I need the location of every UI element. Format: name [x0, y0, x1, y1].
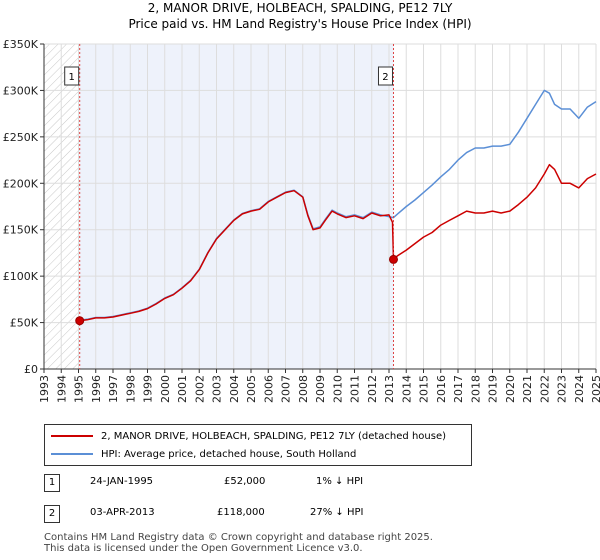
- y-tick-label: £250K: [3, 131, 39, 144]
- x-tick-label: 2018: [469, 375, 482, 403]
- sale-point: [388, 254, 398, 264]
- sale-marker-box: [377, 66, 393, 86]
- chart-title: 2, MANOR DRIVE, HOLBEACH, SPALDING, PE12…: [147, 1, 453, 15]
- x-tick-label: 1993: [38, 375, 51, 403]
- x-tick-label: 2014: [400, 375, 413, 403]
- legend-label-hpi: HPI: Average price, detached house, Sout…: [101, 448, 357, 460]
- x-tick-label: 2025: [590, 375, 600, 403]
- transaction-hpi-diff: 27% ↓ HPI: [310, 507, 364, 518]
- sale-marker-label: 1: [69, 72, 75, 83]
- footer-copyright: Contains HM Land Registry data © Crown c…: [44, 532, 433, 543]
- y-tick-label: £100K: [3, 270, 39, 283]
- x-tick-label: 2023: [556, 375, 569, 403]
- sale-marker-label: 2: [382, 72, 388, 83]
- y-tick-label: £200K: [3, 177, 39, 190]
- x-tick-label: 1995: [73, 375, 86, 403]
- legend: 2, MANOR DRIVE, HOLBEACH, SPALDING, PE12…: [44, 424, 472, 466]
- transaction-price: £52,000: [224, 476, 266, 487]
- transaction-date: 24-JAN-1995: [90, 476, 154, 487]
- x-tick-label: 2024: [573, 375, 586, 403]
- sale-marker-box: [64, 66, 80, 86]
- legend-label-property: 2, MANOR DRIVE, HOLBEACH, SPALDING, PE12…: [101, 430, 446, 442]
- x-tick-label: 2019: [487, 375, 500, 403]
- x-tick-label: 2012: [366, 375, 379, 403]
- legend-item-property: 2, MANOR DRIVE, HOLBEACH, SPALDING, PE12…: [51, 428, 446, 444]
- transaction-hpi-diff: 1% ↓ HPI: [316, 476, 364, 487]
- transaction-date: 03-APR-2013: [90, 507, 155, 518]
- x-tick-label: 2013: [383, 375, 396, 403]
- y-tick-label: £150K: [3, 224, 39, 237]
- x-tick-label: 2008: [297, 375, 310, 403]
- x-tick-label: 2002: [193, 375, 206, 403]
- x-tick-label: 2016: [435, 375, 448, 403]
- x-tick-label: 2010: [331, 375, 344, 403]
- x-tick-label: 1994: [55, 375, 68, 403]
- x-tick-label: 2009: [314, 375, 327, 403]
- x-tick-label: 2007: [280, 375, 293, 403]
- legend-swatch-hpi: [51, 453, 93, 455]
- transaction-marker-badge: 2: [44, 505, 60, 523]
- chart-subtitle: Price paid vs. HM Land Registry's House …: [128, 17, 472, 31]
- x-tick-label: 2021: [521, 375, 534, 403]
- x-tick-label: 2001: [176, 375, 189, 403]
- x-tick-label: 2017: [452, 375, 465, 403]
- x-tick-label: 1996: [90, 375, 103, 403]
- x-tick-label: 2004: [228, 375, 241, 403]
- x-tick-label: 2011: [349, 375, 362, 403]
- x-tick-label: 1998: [124, 375, 137, 403]
- hatched-region: [44, 44, 80, 369]
- legend-item-hpi: HPI: Average price, detached house, Sout…: [51, 446, 356, 462]
- transaction-price: £118,000: [217, 507, 265, 518]
- chart-canvas: £0 £50K £100K £150K £200K £250K £300K £350K 1993…: [3, 38, 600, 403]
- footer-licence: This data is licensed under the Open Gov…: [44, 543, 363, 554]
- x-tick-label: 2003: [211, 375, 224, 403]
- series-line-property: [79, 163, 597, 322]
- x-tick-label: 2005: [245, 375, 258, 403]
- sale-point: [75, 316, 85, 326]
- y-tick-label: £350K: [3, 38, 39, 51]
- x-tick-label: 2006: [262, 375, 275, 403]
- x-tick-label: 2020: [504, 375, 517, 403]
- x-tick-label: 2022: [538, 375, 551, 403]
- x-tick-label: 1997: [107, 375, 120, 403]
- legend-swatch-property: [51, 435, 93, 437]
- x-tick-label: 1999: [142, 375, 155, 403]
- y-tick-label: £50K: [10, 317, 39, 330]
- x-tick-label: 2000: [159, 375, 172, 403]
- y-tick-label: £0: [24, 363, 38, 376]
- y-tick-label: £300K: [3, 84, 39, 97]
- transaction-marker-badge: 1: [44, 474, 60, 492]
- x-tick-label: 2015: [418, 375, 431, 403]
- shaded-region: [79, 44, 394, 369]
